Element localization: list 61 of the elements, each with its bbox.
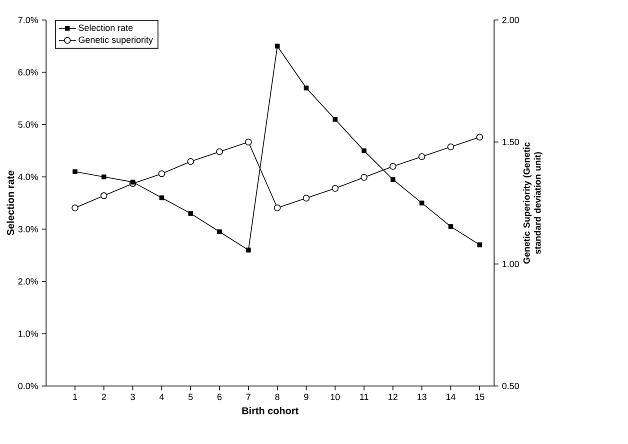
legend-label: Genetic superiority — [78, 36, 153, 45]
y2-tick-label: 1.50 — [502, 138, 519, 146]
x-tick-label: 9 — [304, 394, 308, 400]
x-tick-label: 8 — [275, 394, 280, 400]
x-tick-label: 15 — [475, 394, 484, 400]
y2-tick-label: 1.00 — [502, 260, 519, 268]
x-tick-label: 5 — [188, 394, 193, 400]
point — [158, 170, 166, 178]
x-tick-label: 1 — [73, 394, 78, 400]
point — [390, 163, 396, 170]
point — [448, 224, 454, 229]
point — [419, 200, 424, 206]
x-tick-label: 12 — [388, 394, 398, 400]
point — [216, 148, 223, 156]
y-tick-label: 3.0% — [18, 226, 38, 232]
y-tick-label: 7.0% — [18, 16, 38, 24]
point — [447, 143, 454, 150]
y-tick-label: 4.0% — [18, 174, 38, 180]
x-tick-label: 4 — [159, 394, 164, 400]
point — [302, 194, 310, 202]
x-tick-label: 10 — [330, 394, 340, 400]
point — [159, 195, 164, 200]
y-tick-label: 5.0% — [18, 121, 38, 128]
x-tick-label: 2 — [102, 394, 106, 400]
x-axis-title: Birth cohort — [242, 406, 298, 414]
point — [360, 174, 368, 181]
y2-tick-label: 0.50 — [502, 382, 519, 390]
point — [100, 192, 108, 200]
y-tick-label: 0.0% — [18, 382, 38, 390]
point — [72, 204, 78, 212]
y-axis-title: Selection rate — [6, 170, 14, 236]
x-tick-label: 14 — [446, 394, 456, 400]
x-tick-label: 11 — [360, 394, 368, 400]
point — [362, 148, 366, 154]
point — [476, 134, 484, 141]
point — [72, 169, 78, 174]
point — [130, 180, 136, 184]
point — [187, 158, 194, 165]
point — [102, 174, 106, 180]
point — [304, 86, 309, 90]
x-tick-label: 6 — [217, 394, 222, 400]
point — [188, 211, 194, 216]
y2-tick-label: 2.00 — [502, 16, 519, 24]
x-tick-label: 3 — [130, 394, 135, 400]
x-tick-label: 7 — [246, 394, 250, 400]
point — [418, 153, 426, 160]
point — [332, 116, 338, 122]
point — [477, 242, 482, 248]
point — [274, 44, 280, 49]
point — [217, 229, 222, 234]
point — [246, 248, 251, 252]
legend-label: Selection rate — [78, 24, 133, 31]
point — [245, 138, 252, 146]
y-tick-label: 2.0% — [18, 278, 38, 285]
x-tick-label: 13 — [418, 394, 426, 400]
y-tick-label: 6.0% — [18, 69, 38, 76]
y2-axis-title: Genetic Superiority (Genetic standard deviation unit) — [523, 142, 542, 264]
point — [274, 204, 281, 212]
y-tick-label: 1.0% — [18, 330, 38, 337]
point — [332, 184, 339, 192]
point — [390, 177, 396, 182]
